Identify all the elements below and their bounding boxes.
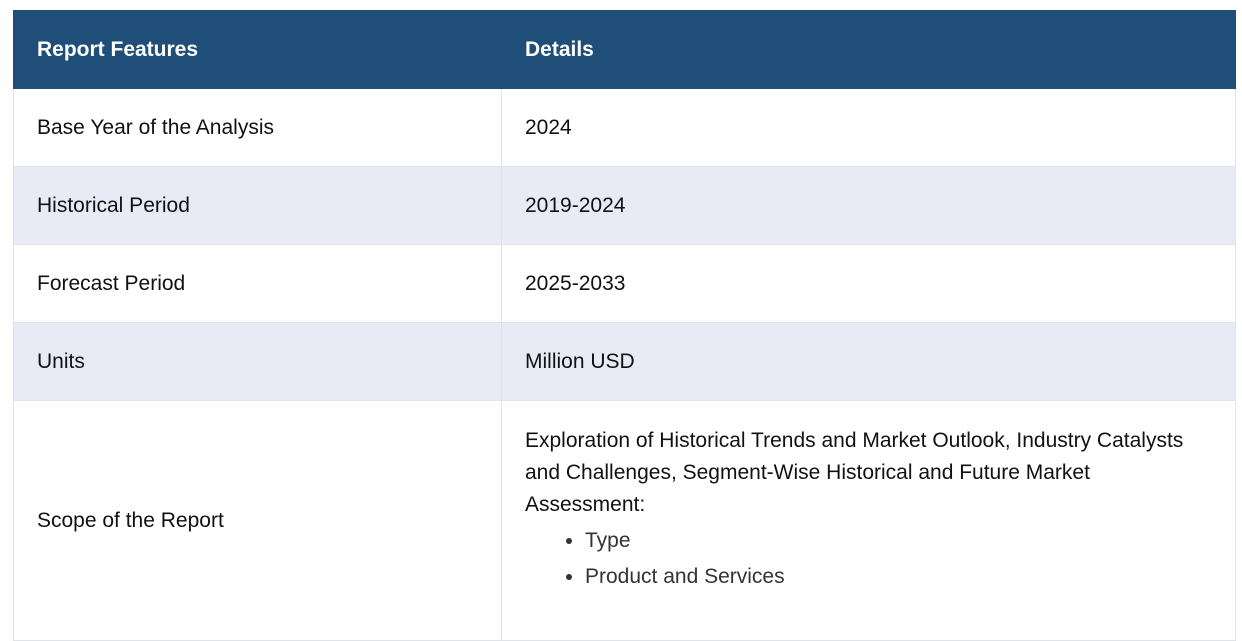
- table-row: Forecast Period 2025-2033: [13, 244, 1236, 323]
- column-header-details: Details: [501, 10, 1236, 89]
- table-header-row: Report Features Details: [13, 10, 1236, 89]
- table-row: Units Million USD: [13, 322, 1236, 401]
- scope-intro-text: Exploration of Historical Trends and Mar…: [525, 429, 1184, 516]
- detail-cell: 2025-2033: [501, 244, 1236, 323]
- feature-cell: Units: [13, 322, 502, 401]
- scope-list-item: Product and Services: [585, 559, 1195, 595]
- feature-cell: Base Year of the Analysis: [13, 88, 502, 167]
- detail-cell: 2024: [501, 88, 1236, 167]
- feature-cell: Historical Period: [13, 166, 502, 245]
- scope-list: Type Product and Services: [525, 523, 1195, 595]
- table-row: Historical Period 2019-2024: [13, 166, 1236, 245]
- detail-cell: Million USD: [501, 322, 1236, 401]
- feature-cell: Scope of the Report: [13, 400, 502, 641]
- scope-list-item: Type: [585, 523, 1195, 559]
- report-features-table: Report Features Details Base Year of the…: [13, 10, 1236, 641]
- table-row-scope: Scope of the Report Exploration of Histo…: [13, 400, 1236, 641]
- table-row: Base Year of the Analysis 2024: [13, 88, 1236, 167]
- feature-cell: Forecast Period: [13, 244, 502, 323]
- detail-cell: 2019-2024: [501, 166, 1236, 245]
- scope-detail-cell: Exploration of Historical Trends and Mar…: [501, 400, 1236, 641]
- column-header-report-features: Report Features: [13, 10, 502, 89]
